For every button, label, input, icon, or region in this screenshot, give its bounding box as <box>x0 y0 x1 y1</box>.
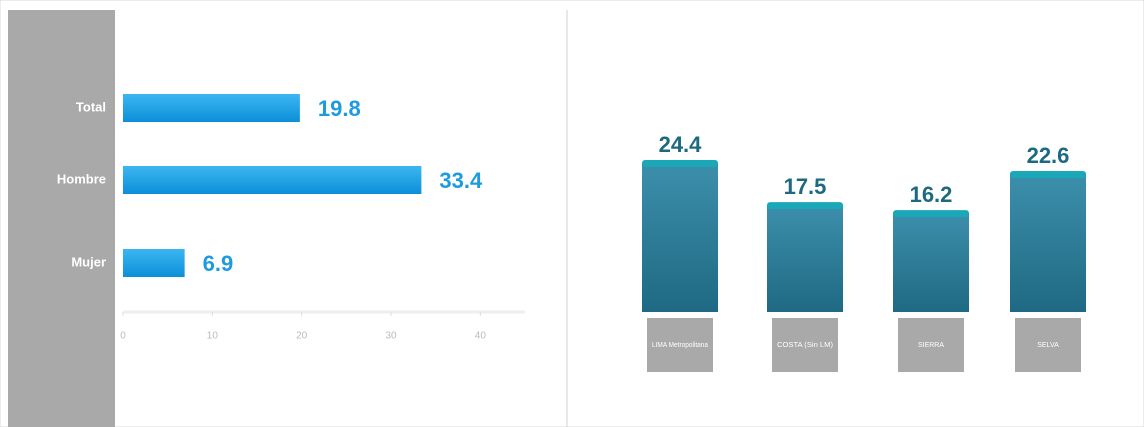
bar <box>123 94 300 122</box>
category-label: Total <box>76 99 106 114</box>
category-box <box>1015 318 1081 372</box>
category-box <box>647 318 713 372</box>
sidebar <box>8 10 115 427</box>
bar-cap <box>767 202 843 210</box>
category-label: SIERRA <box>918 342 944 349</box>
x-tick-label: 40 <box>475 331 487 342</box>
bar <box>767 205 843 312</box>
bar <box>642 163 718 312</box>
bar <box>893 213 969 312</box>
x-tick-label: 20 <box>296 331 308 342</box>
value-label: 6.9 <box>203 251 234 276</box>
value-label: 24.4 <box>659 132 703 157</box>
bar-cap <box>642 160 718 167</box>
value-label: 17.5 <box>784 174 827 199</box>
category-label: SELVA <box>1037 342 1059 349</box>
value-label: 16.2 <box>910 182 953 207</box>
bar-cap <box>893 210 969 218</box>
bar <box>123 166 422 194</box>
category-label: LIMA Metropolitana <box>652 342 708 349</box>
category-label: Mujer <box>71 254 106 269</box>
bar-cap <box>1010 170 1086 178</box>
value-label: 33.4 <box>439 168 483 193</box>
value-label: 19.8 <box>318 96 361 121</box>
bar <box>123 249 185 277</box>
category-label: Hombre <box>57 171 106 186</box>
x-tick-label: 30 <box>385 331 397 342</box>
category-box <box>772 318 838 372</box>
value-label: 22.6 <box>1027 143 1070 168</box>
category-box <box>898 318 964 372</box>
category-label: COSTA (Sin LM) <box>777 342 833 349</box>
x-tick-label: 0 <box>120 331 126 342</box>
x-tick-label: 10 <box>207 331 219 342</box>
bar <box>1010 173 1086 312</box>
